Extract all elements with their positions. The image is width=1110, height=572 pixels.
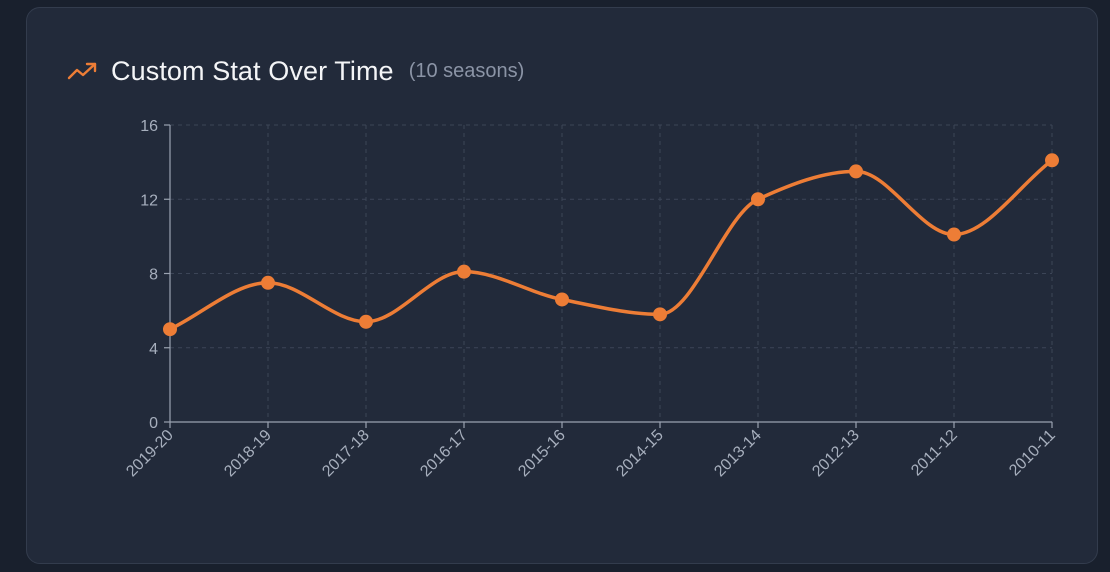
x-tick-label: 2012-13 [809, 427, 863, 481]
x-tick-label: 2018-19 [221, 427, 275, 481]
x-tick-label: 2017-18 [319, 427, 373, 481]
x-tick-label: 2014-15 [613, 427, 667, 481]
y-tick-label: 4 [149, 341, 158, 358]
x-tick-label: 2011-12 [908, 427, 961, 480]
data-point-2012-13 [849, 164, 863, 178]
y-tick-label: 8 [149, 267, 158, 284]
x-tick-label: 2010-11 [1006, 427, 1059, 480]
series-line [170, 160, 1052, 329]
y-tick-label: 16 [140, 118, 158, 135]
x-tick-label: 2019-20 [123, 427, 177, 481]
x-tick-label: 2013-14 [711, 427, 765, 481]
data-point-2018-19 [261, 276, 275, 290]
data-point-2019-20 [163, 322, 177, 336]
data-point-2017-18 [359, 315, 373, 329]
x-tick-label: 2016-17 [417, 427, 471, 481]
data-point-2015-16 [555, 292, 569, 306]
y-tick-label: 12 [140, 192, 158, 209]
data-point-2011-12 [947, 228, 961, 242]
data-point-2010-11 [1045, 153, 1059, 167]
y-tick-label: 0 [149, 415, 158, 432]
data-point-2013-14 [751, 192, 765, 206]
x-tick-label: 2015-16 [515, 427, 569, 481]
data-point-2016-17 [457, 265, 471, 279]
data-point-2014-15 [653, 307, 667, 321]
